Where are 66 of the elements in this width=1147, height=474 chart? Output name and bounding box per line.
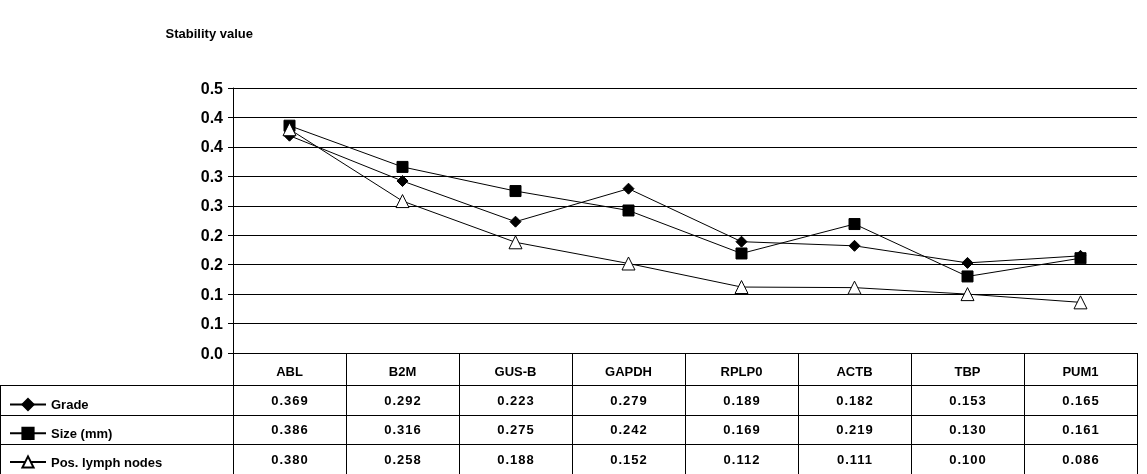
- point: [622, 204, 635, 217]
- data-label: 0.386: [233, 415, 347, 445]
- data-label: 0.292: [346, 385, 460, 416]
- data-label: 0.189: [685, 385, 799, 416]
- point: [961, 270, 974, 283]
- point: [735, 235, 748, 248]
- point: [847, 280, 862, 295]
- point: [621, 256, 636, 271]
- data-label: 0.316: [346, 415, 460, 445]
- data-label: 0.242: [572, 415, 686, 445]
- legend-label: Grade: [51, 397, 89, 413]
- point: [848, 218, 861, 231]
- y-tick-label: 0.5: [200, 79, 224, 97]
- point: [395, 194, 410, 209]
- x-tick-label: PUM1: [1062, 364, 1099, 379]
- y-axis-title: Stability value: [165, 26, 253, 41]
- y-tick-label: 0.2: [200, 256, 224, 274]
- data-label: 0.153: [911, 385, 1025, 416]
- point: [282, 122, 297, 137]
- y-tick-label: 0.3: [200, 197, 224, 215]
- y-tick-label: 0.4: [200, 138, 224, 156]
- y-tick-label: 0.1: [200, 285, 224, 303]
- data-label: 0.369: [233, 385, 347, 416]
- data-label: 0.152: [572, 444, 686, 474]
- data-label: 0.165: [1024, 385, 1138, 416]
- y-tick-label: 0.3: [200, 167, 224, 185]
- y-tick-label: 0.2: [200, 226, 224, 244]
- x-tick-label: RPLP0: [720, 364, 763, 379]
- x-tick-label: ABL: [276, 364, 303, 379]
- data-label: 0.275: [459, 415, 573, 445]
- point: [509, 185, 522, 198]
- legend-label: Size (mm): [51, 425, 113, 441]
- data-label: 0.161: [1024, 415, 1138, 445]
- x-tick-label: ACTB: [836, 364, 873, 379]
- point: [961, 256, 974, 269]
- y-tick-label: 0.4: [200, 108, 224, 126]
- point: [622, 182, 635, 195]
- point: [734, 280, 749, 295]
- data-label: 0.086: [1024, 444, 1138, 474]
- data-label: 0.279: [572, 385, 686, 416]
- point: [396, 175, 409, 188]
- data-label: 0.219: [798, 415, 912, 445]
- data-label: 0.130: [911, 415, 1025, 445]
- data-label: 0.111: [798, 444, 912, 474]
- data-label: 0.100: [911, 444, 1025, 474]
- x-tick-label: B2M: [388, 364, 417, 379]
- x-tick-label: GAPDH: [605, 364, 652, 379]
- data-label: 0.112: [685, 444, 799, 474]
- point: [1073, 295, 1088, 310]
- y-tick-label: 0.1: [200, 315, 224, 333]
- point: [509, 215, 522, 228]
- data-label: 0.223: [459, 385, 573, 416]
- point: [848, 239, 861, 252]
- data-label: 0.258: [346, 444, 460, 474]
- legend-label: Pos. lymph nodes: [51, 454, 163, 470]
- data-label: 0.182: [798, 385, 912, 416]
- data-label: 0.188: [459, 444, 573, 474]
- y-tick-label: 0.0: [200, 344, 224, 362]
- point: [960, 287, 975, 302]
- data-label: 0.169: [685, 415, 799, 445]
- x-tick-label: TBP: [954, 364, 981, 379]
- x-tick-label: GUS-B: [494, 364, 537, 379]
- point: [396, 160, 409, 173]
- data-label: 0.380: [233, 444, 347, 474]
- point: [735, 247, 748, 260]
- point: [508, 235, 523, 250]
